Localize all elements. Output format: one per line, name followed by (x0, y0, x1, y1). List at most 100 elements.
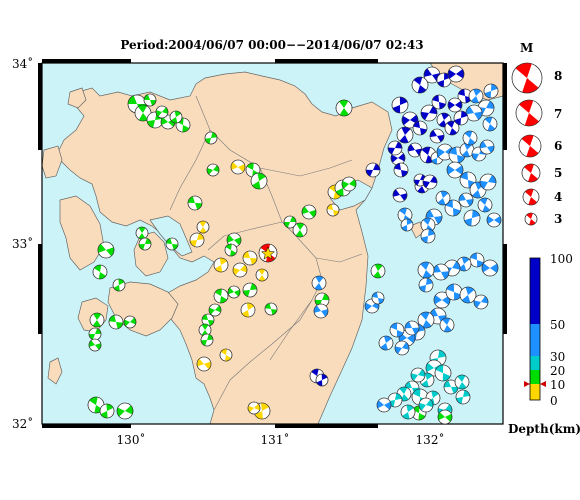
frame-ticks (38, 59, 507, 428)
focal-mechanism (437, 409, 453, 424)
focal-mechanism (201, 313, 215, 327)
lon-label-130: 130˚ (117, 432, 146, 447)
focal-mechanisms (87, 65, 502, 424)
focal-mechanism (420, 228, 436, 244)
focal-mechanism (444, 120, 460, 136)
focal-mechanism (459, 286, 477, 304)
focal-mechanism (462, 130, 478, 146)
lon-label-132: 132˚ (416, 432, 445, 447)
iki-island (67, 87, 87, 109)
focal-mechanism (213, 257, 229, 273)
magnitude-symbol-6 (518, 134, 542, 158)
focal-mechanism (400, 218, 414, 232)
main-event-star (260, 246, 276, 260)
lat-label-34: 34˚ (12, 56, 33, 71)
focal-mechanism (418, 397, 434, 413)
focal-mechanism (482, 116, 498, 132)
focal-mechanism (454, 374, 470, 390)
focal-mechanism (387, 140, 403, 156)
focal-mechanism (242, 282, 258, 298)
focal-mechanism (187, 195, 203, 211)
focal-mechanism (143, 93, 157, 107)
depth-label-10: 10 (550, 378, 565, 392)
focal-mechanism (88, 327, 102, 341)
focal-mechanism (311, 275, 327, 291)
focal-mechanism (198, 323, 212, 337)
focal-mechanism (232, 262, 248, 278)
magnitude-symbol-7 (515, 99, 543, 127)
focal-mechanism (453, 110, 469, 126)
focal-mechanism (486, 212, 502, 228)
focal-mechanism (447, 97, 463, 113)
focal-mechanism (483, 83, 499, 99)
focal-mechanism (264, 302, 278, 316)
focal-mechanism (224, 243, 238, 257)
focal-mechanism (445, 283, 463, 301)
focal-mechanism (392, 187, 408, 203)
magnitude-symbol-5 (521, 163, 541, 183)
focal-mechanism (393, 162, 409, 178)
koshiki-islands (47, 357, 63, 385)
focal-mechanism (123, 315, 137, 329)
focal-mechanism (418, 277, 434, 293)
focal-mechanism (465, 104, 483, 122)
focal-mechanism (391, 96, 409, 114)
focal-mechanism (407, 142, 423, 158)
focal-mechanism (389, 322, 405, 338)
map-border (41, 62, 504, 425)
focal-mechanism (155, 105, 169, 119)
ariake-sea (149, 215, 193, 257)
focal-mechanism (313, 303, 329, 319)
focal-mechanism (226, 232, 242, 248)
focal-mechanism (204, 131, 218, 145)
focal-mechanism (200, 333, 214, 347)
focal-mechanism (473, 294, 489, 310)
depth-unit-label: Depth(km) (508, 422, 580, 436)
focal-mechanism (292, 222, 308, 238)
focal-mechanism (240, 302, 256, 318)
focal-mechanism (422, 174, 438, 190)
focal-mechanism (479, 173, 497, 191)
focal-mechanism (435, 190, 451, 206)
focal-mechanism (376, 397, 392, 413)
focal-mechanism (400, 404, 416, 420)
depth-marker-right (540, 381, 546, 387)
mag-label-5: 5 (554, 166, 562, 180)
lat-label-33: 33˚ (12, 236, 33, 251)
focal-mechanism (88, 338, 102, 352)
focal-mechanism (412, 120, 428, 136)
focal-mechanism (477, 197, 493, 213)
focal-mechanism (458, 192, 474, 208)
magnitude-legend: M 8 7 6 5 4 3 (511, 41, 562, 226)
focal-mechanism (411, 76, 429, 94)
magnitude-header: M (520, 41, 533, 55)
focal-mechanism (479, 139, 495, 155)
main-island-land (57, 71, 393, 424)
focal-mechanism (429, 128, 445, 144)
nagasaki-peninsula (59, 195, 105, 271)
focal-mechanism (459, 171, 477, 189)
depth-label-30: 30 (550, 350, 565, 364)
focal-mechanism (247, 401, 261, 415)
magnitude-symbols (511, 62, 543, 226)
main-event (258, 243, 278, 263)
magnitude-symbol-4 (522, 188, 540, 206)
focal-mechanism (420, 104, 438, 122)
focal-mechanism (160, 114, 176, 130)
focal-mechanism (189, 232, 205, 248)
mag-label-7: 7 (554, 107, 562, 121)
focal-mechanism (165, 237, 179, 251)
focal-mechanism (365, 162, 381, 178)
mag-label-8: 8 (554, 69, 562, 83)
depth-band-10-20 (530, 370, 540, 384)
hirado-island (42, 145, 63, 179)
focal-mechanism (469, 252, 485, 268)
focal-mechanism (196, 356, 212, 372)
focal-mechanism (404, 320, 420, 336)
depth-band-30-50 (530, 324, 540, 356)
focal-mechanism (326, 203, 340, 217)
focal-mechanism (410, 367, 426, 383)
focal-mechanism (446, 161, 464, 179)
depth-band-20-30 (530, 356, 540, 370)
